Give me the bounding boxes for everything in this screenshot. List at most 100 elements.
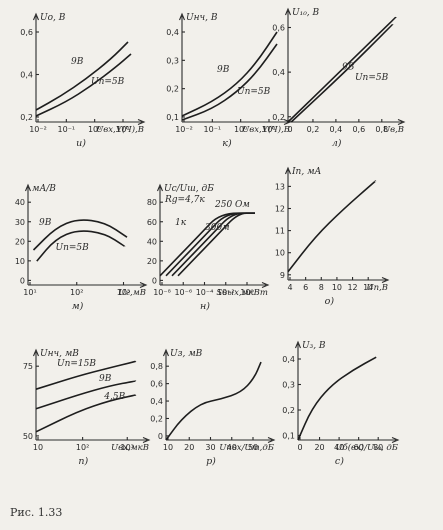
x-axis-arrow [397,118,406,126]
curve-label: Uп=5В [91,77,125,87]
curve-label: 9В [217,65,230,75]
x-tick-label: 0,2 [307,125,320,134]
curve-label: 1к [175,218,187,228]
x-tick-label: 0,6 [352,125,365,134]
x-tick-label: 10⁻² [175,125,193,134]
y-tick-label: 0,3 [166,56,179,65]
panel-2: Uнч, В 0,4 0,3 0,2 0,1 10⁻² 10⁻¹ 10⁰ 10¹Uвх,У(Ч)… [166,12,292,149]
panel-letter: л) [332,138,342,149]
panel-letter: р) [206,456,216,467]
data-curve-1 [35,41,129,111]
data-curve-1 [32,219,128,251]
y-tick-label: 0,6 [150,380,163,389]
panel-letter: к) [222,138,232,149]
y-tick-label: 9 [280,271,285,280]
y-tick-label: 0,8 [150,362,163,371]
data-curve-1 [165,361,262,441]
data-curve-1 [35,360,137,390]
y-axis-arrow [32,12,40,21]
y-axis-label: Uнч, мВ [40,349,79,359]
data-curve-2 [35,380,137,410]
data-curve-2 [181,43,278,121]
x-tick-label: 8 [319,283,324,292]
y-tick-label: 0,1 [282,432,295,441]
y-tick-label: 0 [158,432,163,441]
y-axis-arrow [32,348,40,357]
x-axis-label: Uвх,У(Ч),В [96,124,144,135]
x-axis-arrow [267,436,276,444]
x-axis-label: Uв,В [383,125,404,135]
y-axis-label: Uнч, В [186,13,218,23]
y-axis-arrow [284,166,292,175]
data-curve-2 [36,230,126,262]
x-tick-label: 10² [70,288,83,297]
y-tick-label: 0 [152,276,157,285]
curve-label: Uп=15В [57,359,96,369]
y-tick-label: 10 [275,249,285,258]
x-tick-label: 0 [287,125,292,134]
x-axis-arrow [381,276,390,284]
y-axis-label: Uз, мВ [170,349,203,359]
y-axis-label: мА/В [32,184,56,194]
x-tick-label: 10² [76,443,89,452]
x-tick-label: 10⁰ [88,125,101,134]
y-axis-label: Uo, B [40,13,66,23]
y-tick-label: 80 [147,198,157,207]
curve-label: Uп=5В [56,243,90,253]
curve-label: 9В [342,63,355,73]
y-tick-label: 0,4 [20,71,33,80]
x-tick-label: 0 [297,443,302,452]
x-tick-label: 0,4 [330,125,343,134]
y-tick-label: 0,4 [150,397,163,406]
y-axis-arrow [162,348,170,357]
curve-label: 4,5В [103,392,125,402]
x-tick-label: 10⁻⁸ [153,288,171,297]
x-tick-label: 10 [332,283,342,292]
x-axis-label: Uвх,У(Ч),В [242,124,290,135]
panel-3: U₁₀, В0,60,40,20 0,2 0,4 0,6 0,8Uв,Вл)9ВUп=5… [272,7,406,149]
panel-letter: м) [72,301,84,312]
y-tick-label: 0,4 [272,68,285,77]
x-tick-label: 10⁻⁴ [196,288,214,297]
data-curve-2 [290,23,394,123]
y-tick-label: 75 [23,362,33,371]
y-tick-label: 20 [15,237,25,246]
panel-5: Uс/Uш, дБ 80 60 40 20 0 10⁻⁸ 10⁻⁶ 10⁻⁴ 10⁻² 10⁰Sвы… [147,183,270,312]
x-tick-label: 10⁻⁶ [174,288,192,297]
x-tick-label: 20 [184,443,194,452]
data-curve-1 [297,356,377,441]
x-axis-arrow [137,118,146,126]
x-tick-label: 40 [227,443,237,452]
x-axis-label: Uвх,мкВ [111,443,149,453]
data-curve-2 [35,53,132,117]
y-axis-label: Uс/Uш, дБ [164,184,214,194]
x-tick-label: 10 [33,443,43,452]
y-axis-arrow [156,183,164,192]
x-tick-label: 10⁻² [217,288,235,297]
panel-letter: п) [78,456,88,467]
x-tick-label: 10⁰ [240,288,253,297]
x-axis-label: Sвых,мкВт [216,288,268,298]
x-tick-label: 4 [287,283,292,292]
y-tick-label: 0,2 [272,113,285,122]
curve-label: 9В [99,374,112,384]
y-tick-label: 12 [275,205,285,214]
y-tick-label: 0,2 [20,113,33,122]
y-tick-label: 20 [147,257,157,266]
panel-letter: н) [200,301,210,312]
data-curve-1 [287,16,397,123]
y-tick-label: 13 [275,182,285,191]
x-tick-label: 40 [334,443,344,452]
x-tick-label: 10⁻¹ [204,125,222,134]
y-tick-label: 0,2 [166,85,179,94]
y-tick-label: 50 [23,432,33,441]
y-tick-label: 10 [15,257,25,266]
data-curve-4 [177,212,255,277]
x-axis-arrow [261,281,270,289]
x-tick-label: 10⁻² [29,125,47,134]
y-tick-label: 0 [20,276,25,285]
